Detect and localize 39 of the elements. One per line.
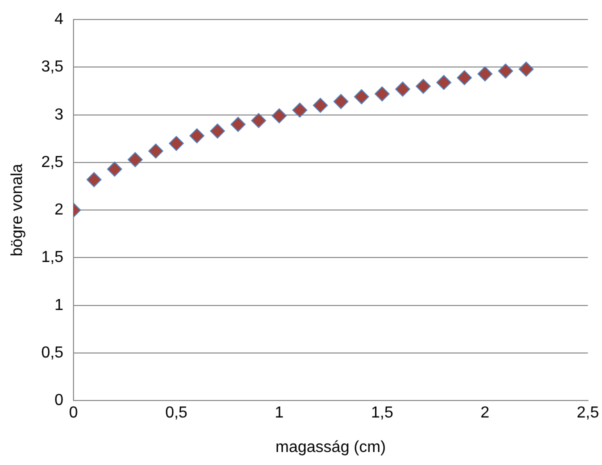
point — [230, 116, 246, 132]
x-tick-label: 1,5 — [370, 404, 394, 422]
point — [477, 66, 492, 82]
x-axis-title: magasság (cm) — [276, 438, 386, 456]
y-tick-label: 4 — [54, 11, 64, 28]
x-tick-label: 0,5 — [165, 404, 188, 422]
y-tick-label: 2 — [54, 202, 64, 219]
y-tick-label: 1,5 — [41, 249, 64, 266]
y-tick-label: 1 — [54, 296, 64, 314]
point — [292, 102, 308, 118]
point — [456, 70, 472, 86]
point — [498, 64, 514, 79]
point — [148, 144, 164, 159]
point — [354, 89, 370, 104]
point — [416, 78, 431, 94]
point — [518, 62, 534, 77]
y-tick-label: 3 — [54, 106, 64, 124]
y-axis-title: bögre vonala — [9, 164, 26, 256]
y-tick-label: 2,5 — [41, 154, 64, 171]
point — [189, 128, 204, 144]
x-tick-label: 0 — [68, 404, 78, 422]
y-tick-label: 0,5 — [41, 344, 64, 362]
x-tick-label: 2 — [480, 404, 490, 422]
point — [436, 74, 452, 90]
point — [251, 113, 266, 128]
x-tick-label: 1 — [274, 404, 284, 422]
point — [210, 124, 225, 139]
point — [128, 152, 143, 168]
point — [86, 172, 102, 188]
point — [312, 98, 328, 113]
point — [272, 108, 287, 124]
point — [374, 86, 390, 102]
point — [333, 94, 348, 110]
y-tick-label: 0 — [54, 392, 64, 410]
x-tick-label: 2,5 — [576, 404, 600, 422]
y-tick-label: 3,5 — [41, 58, 64, 76]
point — [395, 82, 410, 97]
point — [107, 162, 122, 177]
point — [168, 136, 184, 151]
